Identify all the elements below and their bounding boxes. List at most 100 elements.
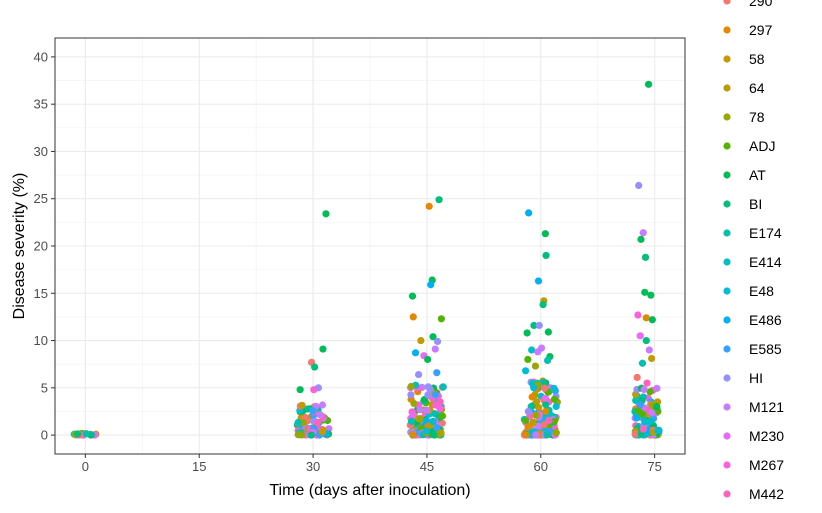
data-point <box>531 362 540 370</box>
data-point <box>310 363 319 371</box>
data-point <box>410 399 418 408</box>
data-point <box>82 430 91 438</box>
legend-label: M121 <box>749 399 784 415</box>
data-point <box>646 388 654 396</box>
data-point <box>425 202 433 210</box>
legend-key <box>723 490 731 498</box>
data-point <box>296 386 304 394</box>
data-point <box>541 394 549 402</box>
x-axis-title: Time (days after inoculation) <box>269 482 470 499</box>
data-point <box>641 253 650 261</box>
data-point <box>416 415 424 423</box>
data-point <box>523 329 531 337</box>
x-tick-label: 0 <box>82 459 89 474</box>
data-point <box>648 354 656 363</box>
x-tick-label: 60 <box>534 459 548 474</box>
data-point <box>429 333 437 341</box>
data-point <box>532 398 541 406</box>
legend-label: E414 <box>749 254 782 270</box>
y-tick-label: 40 <box>34 49 48 64</box>
data-point <box>631 430 639 438</box>
data-point <box>432 391 440 399</box>
data-point <box>433 369 441 377</box>
data-point <box>431 410 439 418</box>
data-point <box>653 402 661 411</box>
legend-key <box>723 374 731 382</box>
major-gridlines <box>55 38 685 454</box>
data-point <box>644 80 653 88</box>
y-tick-label: 35 <box>34 97 48 112</box>
data-point <box>314 418 322 427</box>
legend-key <box>723 200 731 208</box>
legend-key <box>723 461 731 469</box>
data-point <box>653 384 661 392</box>
data-point <box>318 428 327 436</box>
data-point <box>633 373 641 382</box>
legend-key <box>723 84 731 92</box>
y-tick-label: 15 <box>34 286 48 301</box>
data-point <box>535 321 543 330</box>
data-point <box>522 431 530 439</box>
x-tick-label: 15 <box>192 459 206 474</box>
data-point <box>427 281 435 289</box>
data-point <box>295 430 303 439</box>
data-point <box>417 336 425 345</box>
data-point <box>648 409 656 417</box>
data-point <box>535 403 543 412</box>
data-point <box>309 407 317 415</box>
data-point <box>433 424 441 432</box>
x-tick-label: 45 <box>420 459 434 474</box>
legend-label: E486 <box>749 312 782 328</box>
data-point <box>540 384 549 392</box>
data-point <box>541 230 549 238</box>
legend-label: 290 <box>749 0 773 9</box>
legend-label: ADJ <box>749 138 775 154</box>
data-point <box>529 419 537 427</box>
data-point <box>534 277 543 285</box>
legend-label: 78 <box>749 109 765 125</box>
data-point <box>542 407 550 415</box>
data-point <box>430 431 438 439</box>
legend-label: AT <box>749 167 766 183</box>
legend-key <box>723 316 731 324</box>
legend-label: M230 <box>749 428 784 444</box>
data-point <box>642 314 650 322</box>
data-point <box>307 431 315 439</box>
data-point <box>522 367 530 375</box>
data-point <box>530 321 538 330</box>
data-point <box>638 359 647 367</box>
legend-key <box>723 113 731 121</box>
y-tick-label: 20 <box>34 239 48 254</box>
data-point <box>408 292 417 300</box>
data-point <box>640 385 648 394</box>
data-point <box>641 418 649 426</box>
data-point <box>635 181 643 190</box>
legend-key <box>723 345 731 353</box>
legend-label: E48 <box>749 283 774 299</box>
legend-key <box>723 432 731 440</box>
x-tick-label: 75 <box>647 459 661 474</box>
data-point <box>319 345 327 353</box>
data-point <box>550 384 558 392</box>
data-point <box>544 356 552 364</box>
data-point <box>645 346 653 354</box>
legend-label: M267 <box>749 457 784 473</box>
legend-key <box>723 403 731 411</box>
data-point <box>426 385 434 393</box>
data-point <box>530 384 538 392</box>
data-point <box>654 427 662 435</box>
y-axis-title: Disease severity (%) <box>11 173 28 320</box>
data-point <box>634 311 642 319</box>
legend-key <box>723 55 731 63</box>
data-point <box>316 411 324 419</box>
y-axis-ticks: 0 5 10 15 20 25 30 35 40 <box>34 49 55 443</box>
data-point <box>407 417 416 425</box>
data-point <box>416 406 424 414</box>
data-point <box>542 251 550 260</box>
legend-key <box>723 287 731 295</box>
legend-label: 64 <box>749 80 765 96</box>
data-point <box>636 401 644 409</box>
data-point <box>545 416 553 425</box>
